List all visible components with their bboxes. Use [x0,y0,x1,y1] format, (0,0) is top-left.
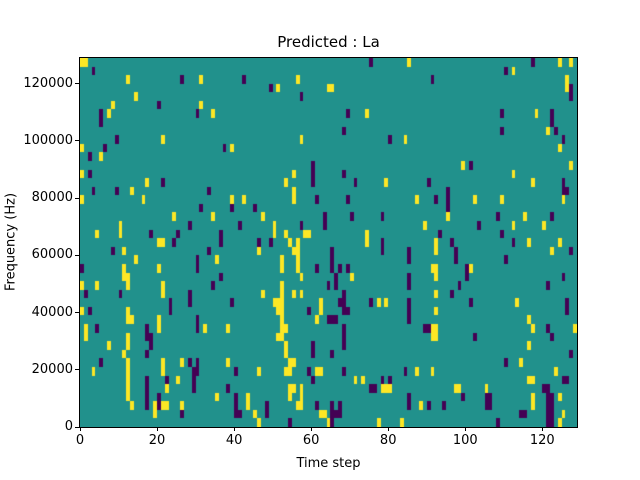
y-tick-label: 80000 [31,190,73,206]
x-tick-mark [233,427,235,431]
x-tick-label: 40 [225,433,243,448]
y-tick-mark [75,83,79,85]
plot-area [79,57,578,428]
x-tick-label: 120 [529,433,555,448]
y-axis-label: Frequency (Hz) [3,192,19,292]
y-tick-mark [75,254,79,256]
heatmap-image [80,58,577,427]
y-tick-mark [75,140,79,142]
x-tick-mark [541,427,543,431]
x-tick-label: 20 [148,433,166,448]
y-tick-label: 100000 [23,132,73,148]
y-tick-label: 20000 [31,361,73,377]
x-tick-label: 100 [452,433,478,448]
x-tick-label: 60 [302,433,320,448]
y-tick-mark [75,312,79,314]
y-tick-label: 40000 [31,304,73,320]
x-tick-mark [387,427,389,431]
y-tick-mark [75,369,79,371]
x-tick-label: 0 [75,433,85,448]
x-axis-label: Time step [296,456,361,471]
x-tick-mark [310,427,312,431]
chart-title: Predicted : La [277,33,380,51]
y-tick-label: 0 [64,419,73,434]
y-tick-mark [75,197,79,199]
x-tick-mark [156,427,158,431]
x-tick-mark [79,427,81,431]
y-tick-label: 60000 [31,247,73,263]
x-tick-mark [464,427,466,431]
y-tick-label: 120000 [23,75,73,91]
x-tick-label: 80 [379,433,397,448]
y-tick-mark [75,426,79,428]
